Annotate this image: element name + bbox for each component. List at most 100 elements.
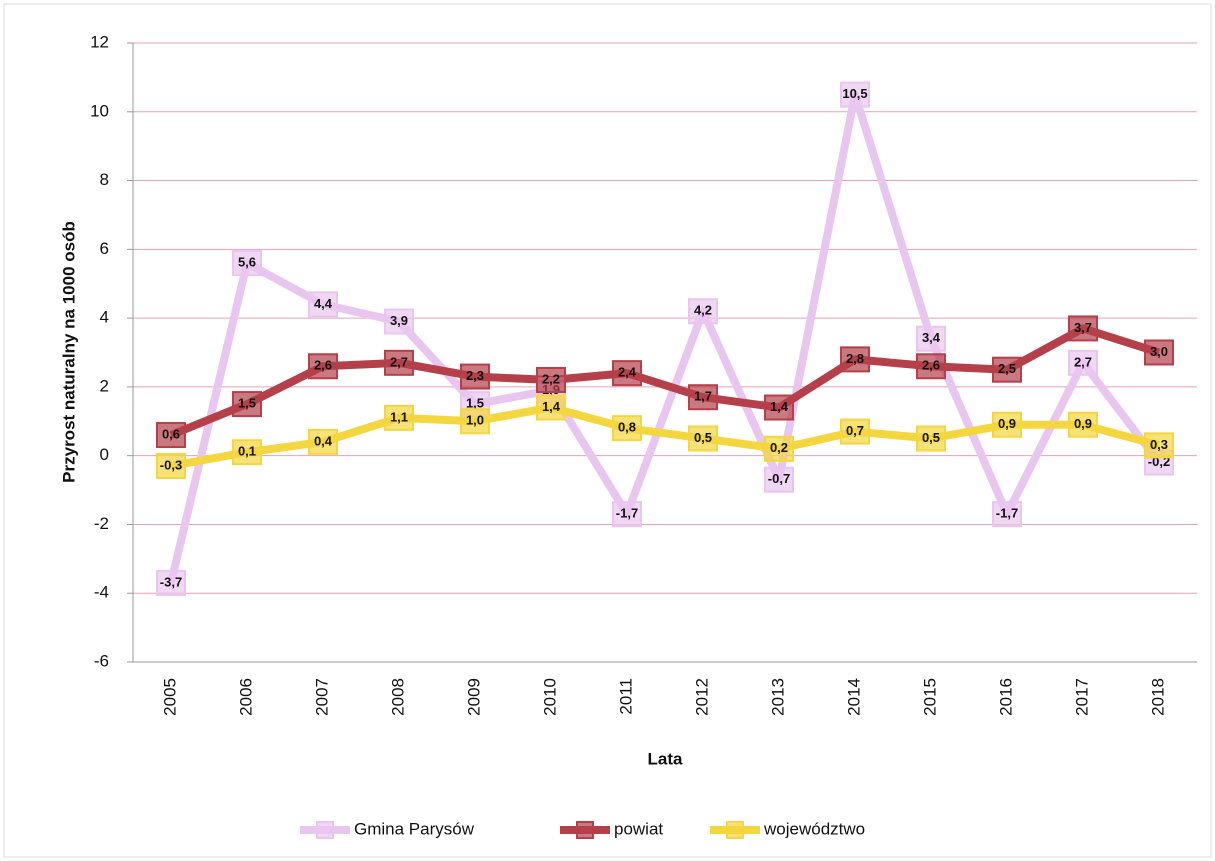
- data-label: 1,5: [466, 396, 484, 411]
- marker: [384, 308, 414, 335]
- data-label: 1,4: [770, 399, 789, 414]
- marker: [232, 391, 262, 418]
- x-axis-title: Lata: [648, 749, 684, 768]
- legend-label: powiat: [614, 819, 663, 838]
- data-label: 0,3: [1150, 437, 1168, 452]
- x-tick-label: 2017: [1072, 678, 1091, 716]
- data-label: 1,5: [238, 396, 256, 411]
- marker: [612, 501, 642, 528]
- marker: [916, 425, 946, 452]
- legend-marker: [726, 821, 744, 839]
- marker: [992, 411, 1022, 438]
- marker: [460, 363, 490, 390]
- y-tick-label: 10: [90, 101, 109, 120]
- data-label: 0,9: [998, 416, 1016, 431]
- data-label: 1,7: [694, 389, 712, 404]
- data-label: -3,7: [160, 574, 182, 589]
- data-label: 5,6: [238, 255, 256, 270]
- data-label: -1,7: [616, 506, 638, 521]
- data-label: -0,7: [768, 471, 790, 486]
- marker: [612, 360, 642, 387]
- x-tick-label: 2012: [692, 678, 711, 716]
- marker: [764, 466, 794, 493]
- marker: [156, 422, 186, 449]
- marker: [460, 408, 490, 435]
- marker: [916, 325, 946, 352]
- data-label: 0,7: [846, 423, 864, 438]
- marker: [840, 418, 870, 445]
- data-label: 2,4: [618, 365, 637, 380]
- x-tick-label: 2011: [616, 678, 635, 715]
- marker: [536, 367, 566, 394]
- marker: [384, 404, 414, 431]
- data-label: 4,4: [314, 296, 333, 311]
- data-label: -0,3: [160, 457, 182, 472]
- data-label: 0,5: [694, 430, 712, 445]
- legend-label: Gmina Parysów: [354, 819, 475, 838]
- data-label: 3,4: [922, 330, 941, 345]
- y-tick-label: 2: [100, 376, 109, 395]
- x-tick-label: 2008: [388, 678, 407, 716]
- y-tick-label: 8: [100, 170, 109, 189]
- marker: [384, 349, 414, 376]
- data-label: 3,0: [1150, 344, 1168, 359]
- data-label: 0,8: [618, 420, 636, 435]
- data-label: 2,5: [998, 361, 1016, 376]
- x-tick-label: 2018: [1148, 678, 1167, 716]
- data-label: 1,1: [390, 409, 408, 424]
- marker: [840, 346, 870, 373]
- x-tick-label: 2016: [996, 678, 1015, 716]
- legend-marker: [576, 821, 594, 839]
- marker: [308, 291, 338, 318]
- legend-label: województwo: [763, 819, 865, 838]
- data-label: 0,9: [1074, 416, 1092, 431]
- marker: [688, 298, 718, 325]
- data-label: -1,7: [996, 506, 1018, 521]
- x-tick-label: 2015: [920, 678, 939, 716]
- data-label: 3,7: [1074, 320, 1092, 335]
- data-label: 2,3: [466, 368, 484, 383]
- data-label: 1,4: [542, 399, 561, 414]
- y-tick-label: -2: [94, 514, 109, 533]
- marker: [916, 353, 946, 380]
- marker: [688, 425, 718, 452]
- y-tick-label: 6: [100, 239, 109, 258]
- marker: [992, 356, 1022, 383]
- y-tick-label: 4: [100, 308, 109, 327]
- marker: [840, 81, 870, 108]
- data-label: 4,2: [694, 303, 712, 318]
- marker: [308, 428, 338, 455]
- data-label: 0,1: [238, 444, 256, 459]
- x-tick-label: 2006: [236, 678, 255, 716]
- x-tick-label: 2014: [844, 678, 863, 716]
- x-tick-label: 2013: [768, 678, 787, 716]
- marker: [1144, 339, 1174, 366]
- marker: [764, 435, 794, 462]
- x-tick-label: 2005: [160, 678, 179, 716]
- data-label: 0,2: [770, 440, 788, 455]
- data-label: 2,6: [314, 358, 332, 373]
- marker: [536, 394, 566, 421]
- x-tick-label: 2007: [312, 678, 331, 716]
- data-label: 2,7: [1074, 354, 1092, 369]
- marker: [1068, 349, 1098, 376]
- y-tick-label: -6: [94, 651, 109, 670]
- data-label: 2,2: [542, 371, 560, 386]
- x-tick-label: 2010: [540, 678, 559, 716]
- x-tick-label: 2009: [464, 678, 483, 716]
- data-label: 10,5: [842, 86, 867, 101]
- marker: [308, 353, 338, 380]
- data-label: 3,9: [390, 313, 408, 328]
- marker: [688, 384, 718, 411]
- y-tick-label: 12: [90, 32, 109, 51]
- data-label: 2,6: [922, 358, 940, 373]
- chart-border: [3, 3, 1212, 858]
- marker: [612, 415, 642, 442]
- data-label: 2,8: [846, 351, 864, 366]
- marker: [1068, 315, 1098, 342]
- y-tick-label: 0: [100, 445, 109, 464]
- data-label: 0,5: [922, 430, 940, 445]
- y-tick-label: -4: [94, 583, 109, 602]
